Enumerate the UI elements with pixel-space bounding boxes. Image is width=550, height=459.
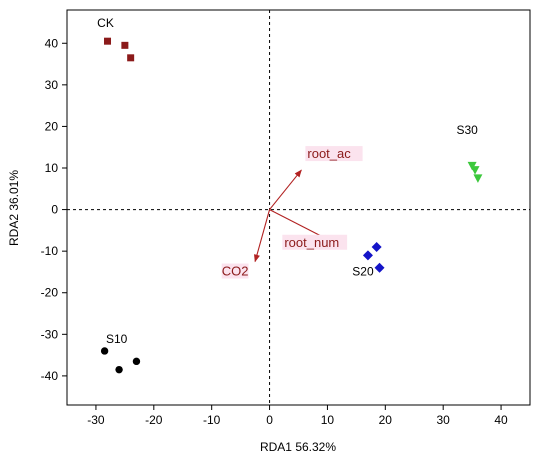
x-tick-label: -30 (87, 413, 105, 427)
y-tick-label: -40 (41, 369, 59, 383)
ck-point (104, 37, 112, 45)
ck-point (127, 54, 135, 62)
arrow-co2 (253, 209, 271, 263)
x-tick-label: 0 (266, 413, 273, 427)
x-tick-label: 10 (321, 413, 335, 427)
s20-point (374, 262, 385, 273)
y-axis-label: RDA2 36.01% (7, 170, 21, 246)
s10-point (132, 357, 141, 366)
y-tick-label: 30 (45, 78, 59, 92)
arrow-label-highlight (282, 234, 348, 250)
group-label-s30: S30 (456, 123, 478, 137)
group-label-ck: CK (97, 16, 114, 30)
group-label-s10: S10 (106, 332, 128, 346)
x-tick-label: 40 (494, 413, 508, 427)
s10-point (100, 347, 109, 355)
y-tick-label: -10 (41, 244, 59, 258)
y-tick-label: 20 (45, 119, 59, 133)
y-tick-label: -20 (41, 286, 59, 300)
data-points (100, 37, 483, 374)
arrow-label-root-num: root_num (284, 235, 339, 250)
y-axis-ticks: -40 -30 -20 -10 0 10 20 30 40 (41, 36, 67, 383)
arrow-root-ac (269, 169, 302, 210)
s10-point (115, 365, 123, 374)
x-tick-label: -20 (145, 413, 163, 427)
arrow-label-root-ac: root_ac (307, 146, 351, 161)
s20-point (371, 242, 382, 252)
y-tick-label: 0 (51, 203, 58, 217)
arrow-label-highlight (221, 263, 249, 279)
s30-point (470, 166, 480, 175)
plot-area (66, 9, 531, 406)
x-tick-label: 20 (379, 413, 393, 427)
arrow-label-co2: CO2 (222, 264, 249, 279)
group-label-s20: S20 (352, 264, 374, 278)
group-labels: CK S10 S20 S30 (97, 16, 478, 346)
biplot-arrows: root_ac root_num CO2 (221, 146, 363, 279)
reference-lines (67, 10, 530, 405)
y-tick-label: 40 (45, 36, 59, 50)
s30-point (473, 174, 483, 183)
x-tick-label: -10 (203, 413, 221, 427)
ck-point (121, 41, 129, 49)
s20-point (362, 250, 373, 261)
x-tick-label: 30 (437, 413, 451, 427)
x-axis-ticks: -30 -20 -10 0 10 20 30 40 (87, 405, 508, 427)
y-tick-label: 10 (45, 161, 59, 175)
y-tick-label: -30 (41, 327, 59, 341)
x-axis-label: RDA1 56.32% (260, 440, 336, 454)
arrow-label-highlight (305, 146, 363, 162)
